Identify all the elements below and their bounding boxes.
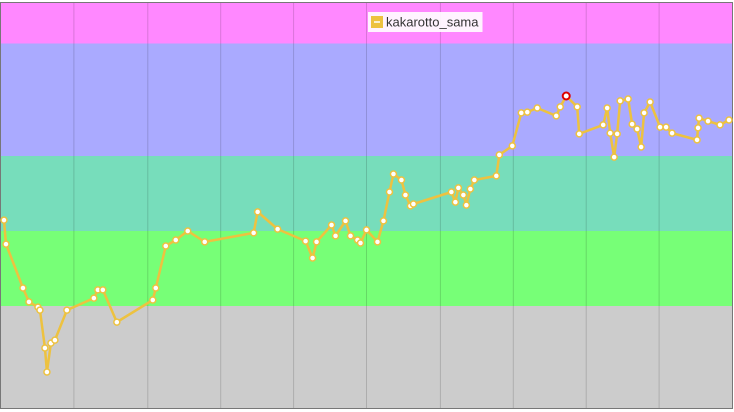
rating-point <box>470 176 479 184</box>
rating-point <box>2 240 10 248</box>
rating-point <box>149 296 157 304</box>
rating-point <box>113 318 121 326</box>
rating-band <box>1 156 732 231</box>
rating-point <box>200 238 209 246</box>
rating-point <box>694 124 702 132</box>
rating-point <box>43 368 51 376</box>
rating-point <box>36 306 44 314</box>
rating-point <box>603 104 611 112</box>
rating-band <box>1 231 732 306</box>
rating-point <box>533 104 542 112</box>
legend-box <box>368 12 483 32</box>
rating-point <box>454 184 463 192</box>
rating-point <box>41 344 49 352</box>
rating-point <box>63 306 71 314</box>
rating-point <box>253 208 262 216</box>
legend: kakarotto_sama <box>368 12 483 32</box>
rating-point <box>459 191 468 199</box>
rating-point <box>172 236 180 244</box>
rating-point <box>183 227 192 235</box>
rating-point <box>401 191 410 199</box>
rating-point <box>561 91 571 101</box>
rating-point <box>385 188 394 196</box>
rating-point <box>693 136 701 144</box>
rating-point <box>162 242 170 250</box>
rating-point <box>90 294 98 302</box>
rating-point <box>447 188 456 196</box>
rating-point <box>662 123 670 131</box>
rating-point <box>0 216 8 224</box>
rating-point <box>695 114 703 122</box>
rating-point <box>517 109 526 117</box>
rating-point <box>301 237 310 245</box>
rating-point <box>362 226 371 234</box>
rating-point <box>397 176 406 184</box>
rating-point <box>573 103 581 111</box>
rating-point <box>373 238 382 246</box>
rating-point <box>624 95 632 103</box>
rating-point <box>616 97 624 105</box>
rating-point <box>575 130 583 138</box>
rating-point <box>99 286 107 294</box>
rating-point <box>249 229 258 237</box>
rating-point <box>656 123 664 131</box>
rating-point <box>327 221 336 229</box>
rating-point <box>492 172 501 180</box>
rating-point <box>668 129 676 137</box>
rating-point <box>462 201 471 209</box>
rating-point <box>152 284 160 292</box>
rating-point <box>508 142 517 150</box>
rating-point <box>379 217 388 225</box>
rating-point <box>610 153 618 161</box>
rating-point <box>331 232 340 240</box>
rating-point <box>613 130 621 138</box>
rating-point <box>725 116 733 124</box>
rating-point <box>389 170 398 178</box>
rating-point <box>466 185 475 193</box>
rating-band <box>1 3 732 44</box>
legend-label: kakarotto_sama <box>386 14 479 29</box>
rating-point <box>556 103 564 111</box>
rating-point <box>633 125 641 133</box>
rating-point <box>716 121 724 129</box>
rating-point <box>346 232 355 240</box>
rating-point <box>356 239 365 247</box>
rating-point <box>628 120 636 128</box>
rating-point <box>523 108 532 116</box>
rating-point <box>51 336 59 344</box>
rating-point <box>552 112 560 120</box>
rating-point <box>640 109 648 117</box>
rating-point <box>451 198 460 206</box>
rating-point <box>312 238 321 246</box>
rating-point <box>308 254 317 262</box>
rating-point <box>646 98 654 106</box>
rating-point <box>704 117 712 125</box>
rating-point <box>637 143 645 151</box>
rating-band <box>1 306 732 408</box>
rating-point <box>606 129 614 137</box>
rating-point <box>495 151 504 159</box>
rating-point <box>599 121 607 129</box>
rating-point <box>409 200 418 208</box>
rating-point <box>19 284 27 292</box>
rating-point <box>25 298 33 306</box>
rating-point <box>341 217 350 225</box>
rating-point <box>273 225 282 233</box>
